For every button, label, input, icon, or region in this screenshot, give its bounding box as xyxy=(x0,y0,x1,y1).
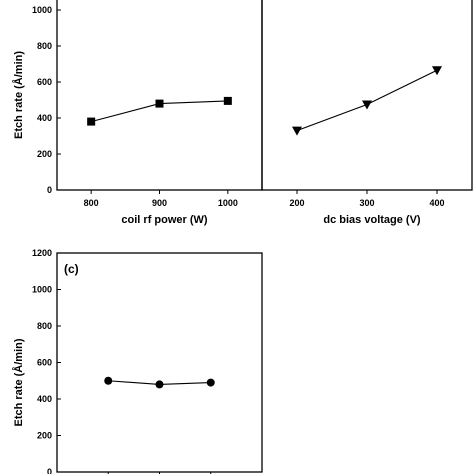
y-tick-label-c: 800 xyxy=(37,321,52,331)
y-tick-label-a: 1000 xyxy=(32,5,52,15)
y-tick-label-c: 1200 xyxy=(32,248,52,258)
y-tick-label-a: 400 xyxy=(37,113,52,123)
x-tick-label-a: 800 xyxy=(84,198,99,208)
y-tick-label-a: 800 xyxy=(37,41,52,51)
plot-frame-b xyxy=(261,0,473,191)
x-axis-label-a: coil rf power (W) xyxy=(121,214,208,226)
x-tick-label-b: 300 xyxy=(359,198,374,208)
data-point-square xyxy=(87,117,96,126)
x-axis-label-b: dc bias voltage (V) xyxy=(323,214,421,226)
y-axis-label-c: Etch rate (Å/min) xyxy=(12,338,25,426)
data-point-triangle xyxy=(362,100,372,110)
x-tick-label-b: 400 xyxy=(429,198,444,208)
y-tick-label-a: 0 xyxy=(47,185,52,195)
y-tick-label-c: 1000 xyxy=(32,285,52,295)
y-tick-label-c: 400 xyxy=(37,394,52,404)
data-point-square xyxy=(155,99,164,108)
y-tick-label-a: 200 xyxy=(37,149,52,159)
y-axis-label-a: Etch rate (Å/min) xyxy=(12,51,25,139)
panel-label-c: (c) xyxy=(64,262,79,276)
y-tick-label-a: 600 xyxy=(37,77,52,87)
data-point-circle xyxy=(104,376,113,385)
x-tick-label-a: 900 xyxy=(152,198,167,208)
data-point-square xyxy=(223,96,232,105)
y-tick-label-c: 200 xyxy=(37,431,52,441)
y-tick-label-c: 0 xyxy=(47,467,52,474)
y-tick-label-c: 600 xyxy=(37,358,52,368)
x-tick-label-b: 200 xyxy=(289,198,304,208)
plot-frame-a xyxy=(56,0,263,191)
data-point-circle xyxy=(206,378,215,387)
data-point-circle xyxy=(155,380,164,389)
x-tick-label-a: 1000 xyxy=(218,198,238,208)
series-line-b xyxy=(296,69,438,132)
data-point-triangle xyxy=(292,126,302,136)
plot-frame-c xyxy=(56,252,263,473)
data-point-triangle xyxy=(432,66,442,76)
